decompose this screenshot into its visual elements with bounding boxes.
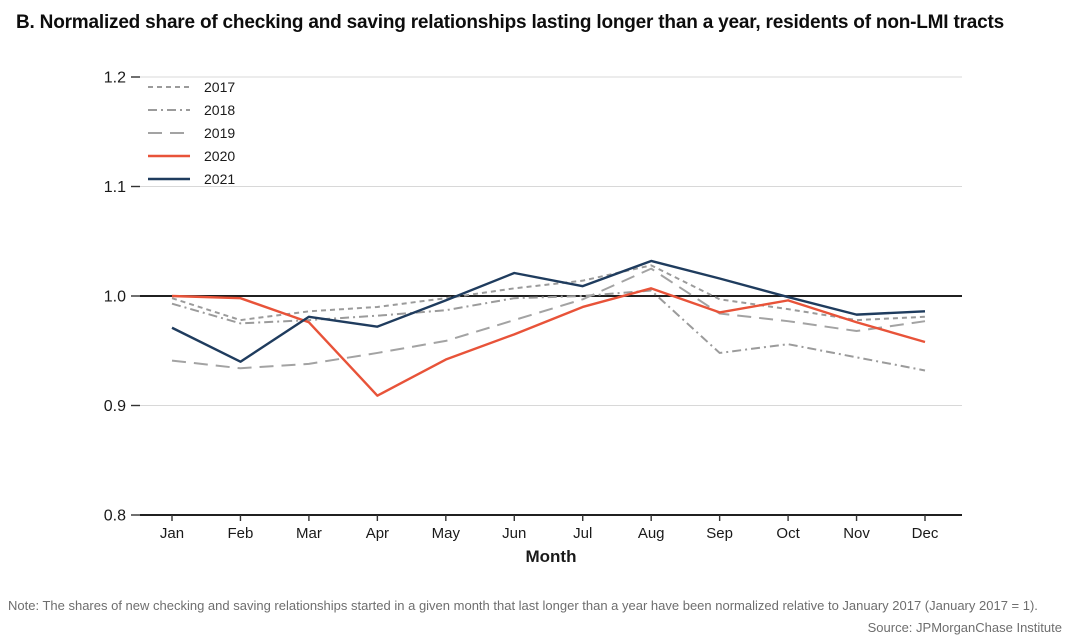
ytick-label-0.9: 0.9: [104, 398, 126, 415]
series-line-2018: [171, 289, 926, 372]
ytick-label-1.2: 1.2: [104, 70, 126, 87]
series-line-2021: [171, 259, 926, 363]
legend-line-sample-2020: [148, 154, 190, 158]
xtick-label-Dec: Dec: [912, 525, 939, 542]
legend-label-2017: 2017: [204, 79, 236, 95]
legend-item-2021: 2021: [148, 171, 235, 187]
ytick-label-1.1: 1.1: [104, 179, 126, 196]
xtick-label-Jul: Jul: [573, 525, 592, 542]
xtick-label-Jan: Jan: [160, 525, 184, 542]
ytick-label-0.8: 0.8: [104, 508, 126, 525]
note-text: Note: The shares of new checking and sav…: [8, 598, 1038, 613]
legend-line-sample-2019: [148, 132, 190, 134]
legend-line-sample-2017: [148, 86, 190, 88]
xtick-label-Aug: Aug: [638, 525, 665, 542]
xtick-label-Oct: Oct: [776, 525, 800, 542]
xtick-label-Feb: Feb: [228, 525, 254, 542]
xtick-label-Mar: Mar: [296, 525, 322, 542]
xtick-label-Jun: Jun: [502, 525, 526, 542]
source-text: Source: JPMorganChase Institute: [867, 620, 1062, 635]
legend-label-2020: 2020: [204, 148, 236, 164]
xtick-label-Sep: Sep: [706, 525, 733, 542]
xtick-label-Nov: Nov: [843, 525, 870, 542]
chart-title: B. Normalized share of checking and savi…: [16, 12, 1004, 33]
legend-label-2021: 2021: [204, 171, 236, 187]
xtick-label-Apr: Apr: [366, 525, 389, 542]
legend-label-2019: 2019: [204, 125, 236, 141]
series-line-2017: [171, 264, 926, 322]
series-line-2019: [171, 267, 926, 370]
legend-item-2020: 2020: [148, 148, 235, 164]
x-axis-title: Month: [526, 547, 577, 566]
legend-item-2018: 2018: [148, 102, 235, 118]
xtick-label-May: May: [432, 525, 461, 542]
legend-label-2018: 2018: [204, 102, 236, 118]
legend-line-sample-2018: [148, 109, 190, 111]
series-line-2020: [171, 287, 926, 397]
legend-line-sample-2021: [148, 177, 190, 181]
legend-item-2017: 2017: [148, 79, 235, 95]
legend-item-2019: 2019: [148, 125, 235, 141]
legend: 2017 2018 2019 2020 2021: [148, 79, 235, 187]
ytick-label-1.0: 1.0: [104, 289, 126, 306]
